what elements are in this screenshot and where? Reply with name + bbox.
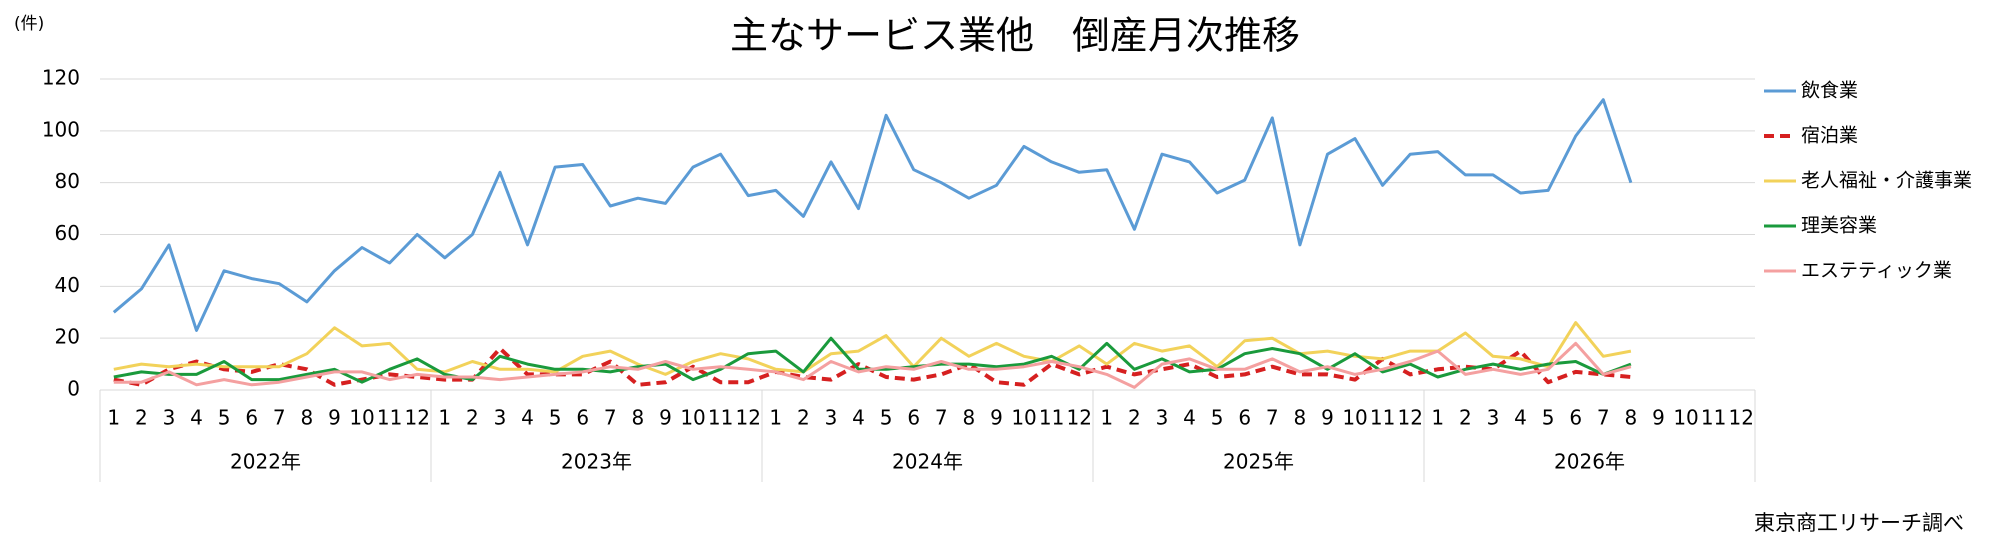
x-tick-label: 11 [708,406,733,430]
x-tick-label: 8 [963,406,976,430]
x-tick-label: 2 [797,406,810,430]
x-tick-label: 9 [328,406,341,430]
x-tick-label: 5 [880,406,893,430]
x-tick-label: 4 [1183,406,1196,430]
series-line [112,98,1633,332]
x-tick-label: 3 [1487,406,1500,430]
x-tick-label: 12 [735,406,760,430]
x-tick-label: 5 [1542,406,1555,430]
y-tick-label: 0 [67,377,80,401]
x-tick-label: 9 [1321,406,1334,430]
x-tick-label: 1 [438,406,451,430]
x-tick-label: 10 [1011,406,1036,430]
x-tick-label: 12 [1066,406,1091,430]
y-unit-label: (件) [14,14,44,34]
x-tick-label: 6 [576,406,589,430]
x-tick-label: 10 [349,406,374,430]
x-tick-label: 2 [1128,406,1141,430]
x-tick-label: 12 [1397,406,1422,430]
x-tick-label: 7 [273,406,286,430]
x-tick-label: 9 [1652,406,1665,430]
x-tick-label: 5 [1211,406,1224,430]
group-label: 2025年 [1223,450,1294,474]
x-tick-label: 4 [1514,406,1527,430]
source-note: 東京商工リサーチ調べ [1754,511,1964,535]
x-tick-label: 11 [377,406,402,430]
x-tick-label: 3 [1156,406,1169,430]
x-tick-label: 12 [1728,406,1753,430]
legend-label: 飲食業 [1801,80,1858,102]
group-label: 2026年 [1554,450,1625,474]
y-tick-label: 40 [55,273,80,297]
legend-label: 老人福祉・介護事業 [1801,170,1972,192]
x-tick-label: 10 [680,406,705,430]
group-label: 2022年 [230,450,301,474]
series-line [113,341,1632,389]
y-tick-label: 60 [55,221,80,245]
x-tick-label: 4 [852,406,865,430]
y-tick-label: 120 [42,66,80,90]
x-tick-label: 3 [163,406,176,430]
x-tick-label: 8 [632,406,645,430]
x-tick-label: 10 [1342,406,1367,430]
y-tick-label: 100 [42,117,80,141]
x-tick-label: 6 [245,406,258,430]
x-tick-label: 8 [301,406,314,430]
x-tick-label: 5 [549,406,562,430]
legend-label: エステティック業 [1801,260,1952,282]
y-tick-label: 80 [55,169,80,193]
x-tick-label: 6 [907,406,920,430]
x-tick-label: 3 [825,406,838,430]
x-tick-label: 6 [1569,406,1582,430]
x-tick-label: 12 [404,406,429,430]
x-tick-label: 7 [1597,406,1610,430]
x-tick-label: 11 [1701,406,1726,430]
x-tick-label: 1 [107,406,120,430]
x-tick-label: 11 [1370,406,1395,430]
x-tick-label: 11 [1039,406,1064,430]
x-tick-label: 3 [494,406,507,430]
group-label: 2023年 [561,450,632,474]
x-tick-label: 4 [521,406,534,430]
group-label: 2024年 [892,450,963,474]
x-tick-label: 10 [1673,406,1698,430]
x-tick-label: 9 [659,406,672,430]
x-tick-label: 6 [1238,406,1251,430]
x-tick-label: 9 [990,406,1003,430]
x-tick-label: 5 [218,406,231,430]
x-tick-label: 2 [466,406,479,430]
chart-title: 主なサービス業他 倒産月次推移 [730,14,1300,58]
x-tick-label: 8 [1625,406,1638,430]
x-tick-label: 2 [135,406,148,430]
x-tick-label: 7 [935,406,948,430]
series-line [113,321,1632,376]
legend-label: 宿泊業 [1801,125,1858,147]
x-tick-label: 1 [1100,406,1113,430]
x-tick-label: 7 [604,406,617,430]
x-tick-label: 7 [1266,406,1279,430]
x-tick-label: 4 [190,406,203,430]
legend-label: 理美容業 [1801,215,1877,237]
x-tick-label: 1 [1431,406,1444,430]
x-tick-label: 2 [1459,406,1472,430]
y-tick-label: 20 [55,325,80,349]
x-tick-label: 1 [769,406,782,430]
x-tick-label: 8 [1294,406,1307,430]
